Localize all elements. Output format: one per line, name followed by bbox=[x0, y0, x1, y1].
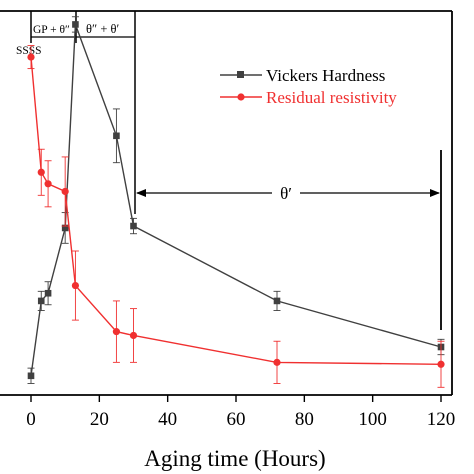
point-1-1 bbox=[37, 168, 45, 176]
point-1-4 bbox=[71, 281, 80, 290]
point-0-6 bbox=[130, 222, 137, 230]
series-1 bbox=[27, 45, 445, 388]
point-1-5 bbox=[112, 328, 121, 336]
label-ssss: SSSS bbox=[16, 45, 42, 57]
series-0 bbox=[27, 16, 445, 384]
series-layer bbox=[27, 16, 445, 388]
x-tick-label-20: 20 bbox=[90, 409, 109, 430]
label-gp-theta-double-prime: GP + θ″ bbox=[33, 24, 70, 36]
point-1-2 bbox=[44, 180, 52, 188]
point-0-5 bbox=[113, 132, 120, 140]
legend: Vickers Hardness Residual resistivity bbox=[220, 66, 397, 107]
point-0-4 bbox=[72, 21, 79, 28]
phase-annotations: SSSS GP + θ″ θ″ + θ′ θ′ bbox=[16, 11, 442, 330]
x-tick-label-40: 40 bbox=[158, 409, 177, 430]
point-0-2 bbox=[44, 289, 52, 297]
point-0-1 bbox=[37, 297, 45, 305]
point-0-3 bbox=[61, 224, 69, 232]
point-0-7 bbox=[273, 297, 281, 305]
legend-label-resistivity: Residual resistivity bbox=[266, 88, 397, 107]
legend-marker-hardness bbox=[237, 71, 244, 78]
x-axis-ticks bbox=[30, 395, 442, 402]
label-theta-double-prime-plus-prime: θ″ + θ′ bbox=[86, 22, 119, 36]
point-1-8 bbox=[437, 360, 445, 368]
legend-marker-resistivity bbox=[237, 93, 245, 101]
x-axis-label: Aging time (Hours) bbox=[144, 446, 325, 471]
label-theta-prime: θ′ bbox=[280, 184, 292, 203]
x-tick-label-80: 80 bbox=[295, 409, 314, 430]
point-0-0 bbox=[27, 372, 35, 380]
point-1-3 bbox=[61, 187, 69, 196]
x-tick-label-120: 120 bbox=[427, 409, 456, 430]
point-1-7 bbox=[273, 358, 281, 366]
x-tick-label-100: 100 bbox=[358, 409, 387, 430]
point-1-6 bbox=[129, 331, 138, 340]
x-tick-label-0: 0 bbox=[26, 409, 36, 430]
x-tick-label-60: 60 bbox=[227, 409, 246, 430]
point-1-0 bbox=[27, 53, 35, 61]
x-axis-tick-labels: 0 20 40 60 80 100 120 bbox=[26, 409, 455, 430]
legend-label-hardness: Vickers Hardness bbox=[266, 66, 385, 85]
